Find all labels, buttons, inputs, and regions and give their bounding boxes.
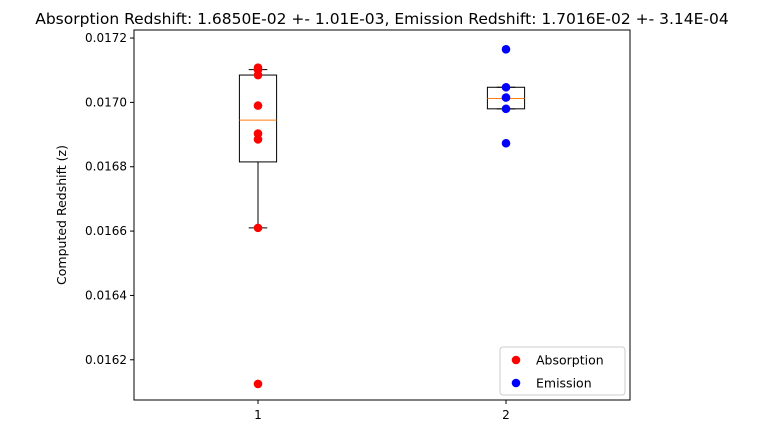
series-absorption <box>253 63 263 389</box>
data-point <box>501 82 511 92</box>
chart-title: Absorption Redshift: 1.6850E-02 +- 1.01E… <box>35 10 729 28</box>
data-point <box>501 104 511 114</box>
plot-area <box>133 29 631 401</box>
data-point <box>253 70 263 80</box>
y-axis-label: Computed Redshift (z) <box>54 145 69 285</box>
data-point <box>253 223 263 233</box>
data-point <box>253 101 263 110</box>
scatter-points <box>253 45 511 389</box>
y-axis: 0.0162 0.0164 0.0166 0.0168 0.0170 0.0172 <box>85 31 134 367</box>
y-tick-label: 0.0172 <box>85 31 127 45</box>
data-point <box>253 135 263 144</box>
data-point <box>253 379 263 389</box>
data-point <box>501 93 511 102</box>
y-tick-label: 0.0164 <box>85 288 127 302</box>
x-tick-label: 1 <box>254 408 262 422</box>
legend-box <box>499 346 626 396</box>
y-tick-label: 0.0166 <box>85 224 127 238</box>
legend-label: Absorption <box>536 353 604 368</box>
y-tick-label: 0.0170 <box>85 95 127 109</box>
x-tick-label: 2 <box>502 408 510 422</box>
legend-marker <box>511 378 521 388</box>
legend-marker <box>511 355 521 365</box>
boxplots <box>238 45 526 388</box>
box-body <box>238 74 278 163</box>
y-tick-label: 0.0162 <box>85 353 127 367</box>
y-tick-label: 0.0168 <box>85 160 127 174</box>
legend: Absorption Emission <box>499 346 626 396</box>
series-emission <box>501 45 511 148</box>
data-point <box>501 45 511 54</box>
data-point <box>501 138 511 148</box>
legend-label: Emission <box>536 376 592 391</box>
